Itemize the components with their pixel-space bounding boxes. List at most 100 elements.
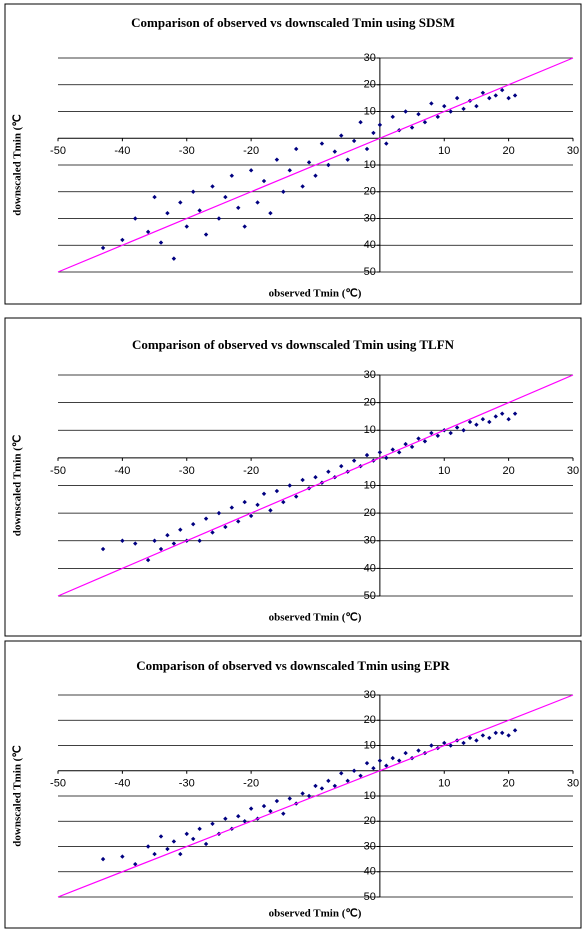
scatter-point	[396, 450, 402, 455]
scatter-point	[506, 417, 511, 422]
x-tick-label: 30	[567, 778, 579, 790]
y-tick-label: 30	[364, 212, 376, 224]
y-tick-label: 30	[364, 840, 376, 852]
scatter-point	[274, 157, 280, 162]
x-tick-label: 10	[438, 145, 450, 157]
scatter-point	[261, 803, 267, 809]
x-axis-title: observed Tmin (℃)	[269, 288, 362, 300]
scatter-point	[319, 786, 325, 791]
y-tick-label: 50	[364, 590, 376, 602]
scatter-point	[210, 184, 215, 189]
y-tick-label: 40	[364, 562, 376, 574]
scatter-point	[216, 216, 222, 221]
scatter-point	[287, 796, 292, 801]
scatter-point	[377, 758, 383, 763]
scatter-point	[429, 743, 434, 748]
scatter-point	[493, 93, 498, 98]
scatter-point	[416, 436, 421, 441]
scatter-point	[152, 194, 157, 200]
y-tick-label: 40	[364, 866, 376, 878]
scatter-point	[152, 538, 157, 543]
scatter-point	[422, 120, 428, 125]
scatter-point	[248, 513, 254, 519]
scatter-point	[210, 530, 215, 535]
scatter-point	[281, 189, 286, 194]
scatter-point	[306, 793, 312, 799]
scatter-point	[171, 839, 177, 844]
scatter-point	[300, 184, 305, 189]
scatter-point	[448, 430, 453, 436]
y-tick-label: 40	[364, 239, 376, 251]
y-tick-label: 10	[364, 739, 376, 751]
scatter-point	[100, 546, 106, 552]
scatter-point	[223, 816, 228, 821]
scatter-point	[371, 766, 376, 771]
scatter-point	[409, 125, 415, 130]
scatter-point	[171, 541, 177, 546]
scatter-point	[512, 93, 518, 98]
scatter-point	[403, 109, 408, 114]
scatter-point	[339, 771, 344, 776]
scatter-point	[197, 208, 202, 213]
scatter-point	[506, 95, 511, 101]
x-tick-label: -30	[179, 778, 195, 790]
scatter-point	[461, 106, 466, 112]
scatter-point	[184, 831, 189, 837]
scatter-point	[390, 114, 395, 120]
scatter-point	[306, 160, 312, 165]
scatter-point	[345, 157, 350, 162]
scatter-point	[474, 738, 479, 743]
scatter-point	[261, 491, 267, 496]
scatter-point	[274, 798, 280, 804]
y-tick-label: 20	[364, 714, 376, 726]
scatter-point	[442, 103, 447, 109]
scatter-point	[364, 146, 370, 152]
y-axis-title: downscaled Tmin (℃	[12, 745, 24, 846]
scatter-point	[384, 141, 389, 146]
scatter-point	[229, 173, 235, 178]
scatter-point	[403, 441, 408, 447]
x-tick-label: 10	[438, 465, 450, 477]
scatter-point	[416, 748, 421, 753]
scatter-point	[487, 419, 492, 425]
scatter-point	[435, 433, 441, 438]
scatter-point	[293, 494, 299, 499]
scatter-point	[332, 149, 338, 154]
scatter-point	[390, 755, 395, 761]
y-tick-label: 30	[364, 535, 376, 547]
scatter-point	[236, 205, 241, 210]
scatter-point	[474, 422, 479, 427]
scatter-point	[158, 834, 164, 839]
scatter-point	[422, 439, 428, 444]
y-tick-label: 10	[364, 790, 376, 802]
x-tick-label: 10	[438, 778, 450, 790]
scatter-point	[313, 173, 318, 178]
x-tick-label: 20	[503, 778, 515, 790]
scatter-point	[442, 740, 447, 746]
scatter-point	[152, 851, 157, 857]
panel-border	[4, 640, 582, 929]
scatter-point	[268, 808, 273, 814]
y-tick-label: 30	[364, 689, 376, 701]
x-axis-title: observed Tmin (℃)	[269, 908, 362, 920]
scatter-point	[255, 200, 260, 205]
scatter-point	[512, 411, 518, 416]
x-tick-label: 20	[503, 465, 515, 477]
x-tick-label: -20	[243, 145, 259, 157]
scatter-point	[158, 546, 164, 552]
scatter-point	[474, 103, 479, 109]
scatter-point	[248, 168, 254, 173]
x-axis-title: observed Tmin (℃)	[269, 612, 362, 624]
y-axis-title: downscaled Tmin (℃	[12, 114, 24, 215]
reference-line	[57, 374, 574, 597]
y-tick-label: 20	[364, 815, 376, 827]
scatter-point	[210, 821, 215, 826]
scatter-point	[454, 95, 460, 101]
scatter-point	[396, 758, 402, 763]
scatter-point	[377, 450, 383, 455]
scatter-point	[339, 463, 344, 469]
scatter-point	[255, 502, 260, 508]
scatter-point	[487, 95, 492, 101]
scatter-point	[203, 232, 209, 237]
scatter-point	[487, 735, 492, 741]
